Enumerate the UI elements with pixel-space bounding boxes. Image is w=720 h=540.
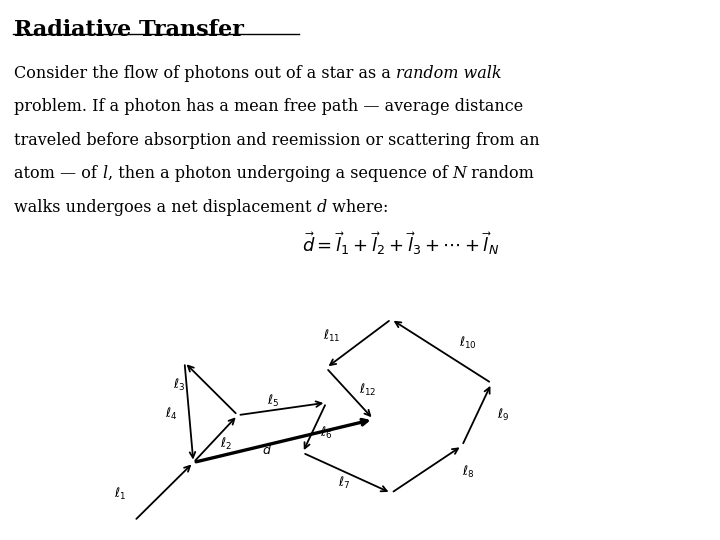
Text: traveled before absorption and reemission or scattering from an: traveled before absorption and reemissio… [14,132,540,148]
Text: $\ell_5$: $\ell_5$ [267,393,279,409]
Text: $\ell_6$: $\ell_6$ [320,425,333,441]
Text: problem. If a photon has a mean free path — average distance: problem. If a photon has a mean free pat… [14,98,523,115]
Text: $\ell_9$: $\ell_9$ [498,407,510,423]
Text: $d$: $d$ [262,443,272,457]
Text: random: random [467,165,534,182]
Text: where:: where: [328,199,389,215]
Text: , then a photon undergoing a sequence of: , then a photon undergoing a sequence of [107,165,452,182]
Text: $\ell_4$: $\ell_4$ [166,406,178,422]
Text: $\vec{d} = \vec{l}_1 + \vec{l}_2 + \vec{l}_3 + \cdots + \vec{l}_N$: $\vec{d} = \vec{l}_1 + \vec{l}_2 + \vec{… [302,231,500,258]
Text: d: d [317,199,328,215]
Text: $\ell_3$: $\ell_3$ [173,376,185,393]
Text: $\ell_{10}$: $\ell_{10}$ [459,335,477,351]
Text: $\ell_2$: $\ell_2$ [220,436,232,453]
Text: atom — of: atom — of [14,165,102,182]
Text: l: l [102,165,107,182]
Text: Radiative Transfer: Radiative Transfer [14,19,244,41]
Text: N: N [452,165,467,182]
Text: $\ell_{12}$: $\ell_{12}$ [359,382,377,398]
Text: $\ell_{11}$: $\ell_{11}$ [323,328,341,344]
Text: $\ell_1$: $\ell_1$ [114,487,125,503]
Text: walks undergoes a net displacement: walks undergoes a net displacement [14,199,317,215]
Text: $\ell_8$: $\ell_8$ [462,464,474,480]
Text: $\ell_7$: $\ell_7$ [338,475,350,490]
Text: random walk: random walk [397,65,502,82]
Text: Consider the flow of photons out of a star as a: Consider the flow of photons out of a st… [14,65,397,82]
